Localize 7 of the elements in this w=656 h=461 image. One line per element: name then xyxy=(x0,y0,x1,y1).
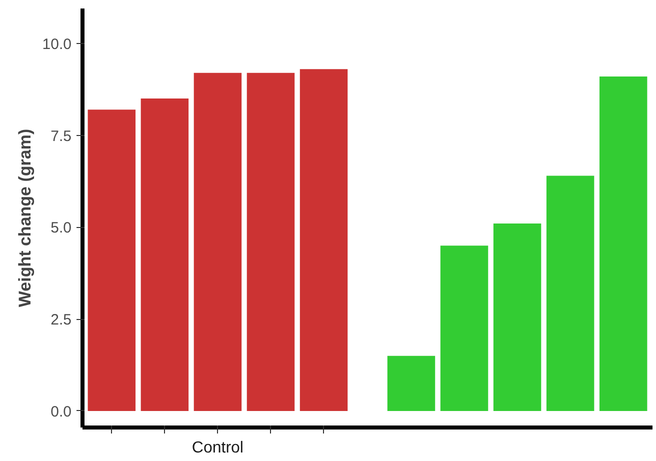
y-tick-label: 7.5 xyxy=(50,128,72,145)
y-tick-label: 10.0 xyxy=(42,36,72,53)
y-tick-label: 0.0 xyxy=(50,403,72,420)
text: Control xyxy=(192,440,244,456)
y-tick-label: 5.0 xyxy=(50,220,72,237)
y-tick-label: 2.5 xyxy=(50,312,72,329)
y-axis-title: Weight change (gram) xyxy=(15,128,34,308)
